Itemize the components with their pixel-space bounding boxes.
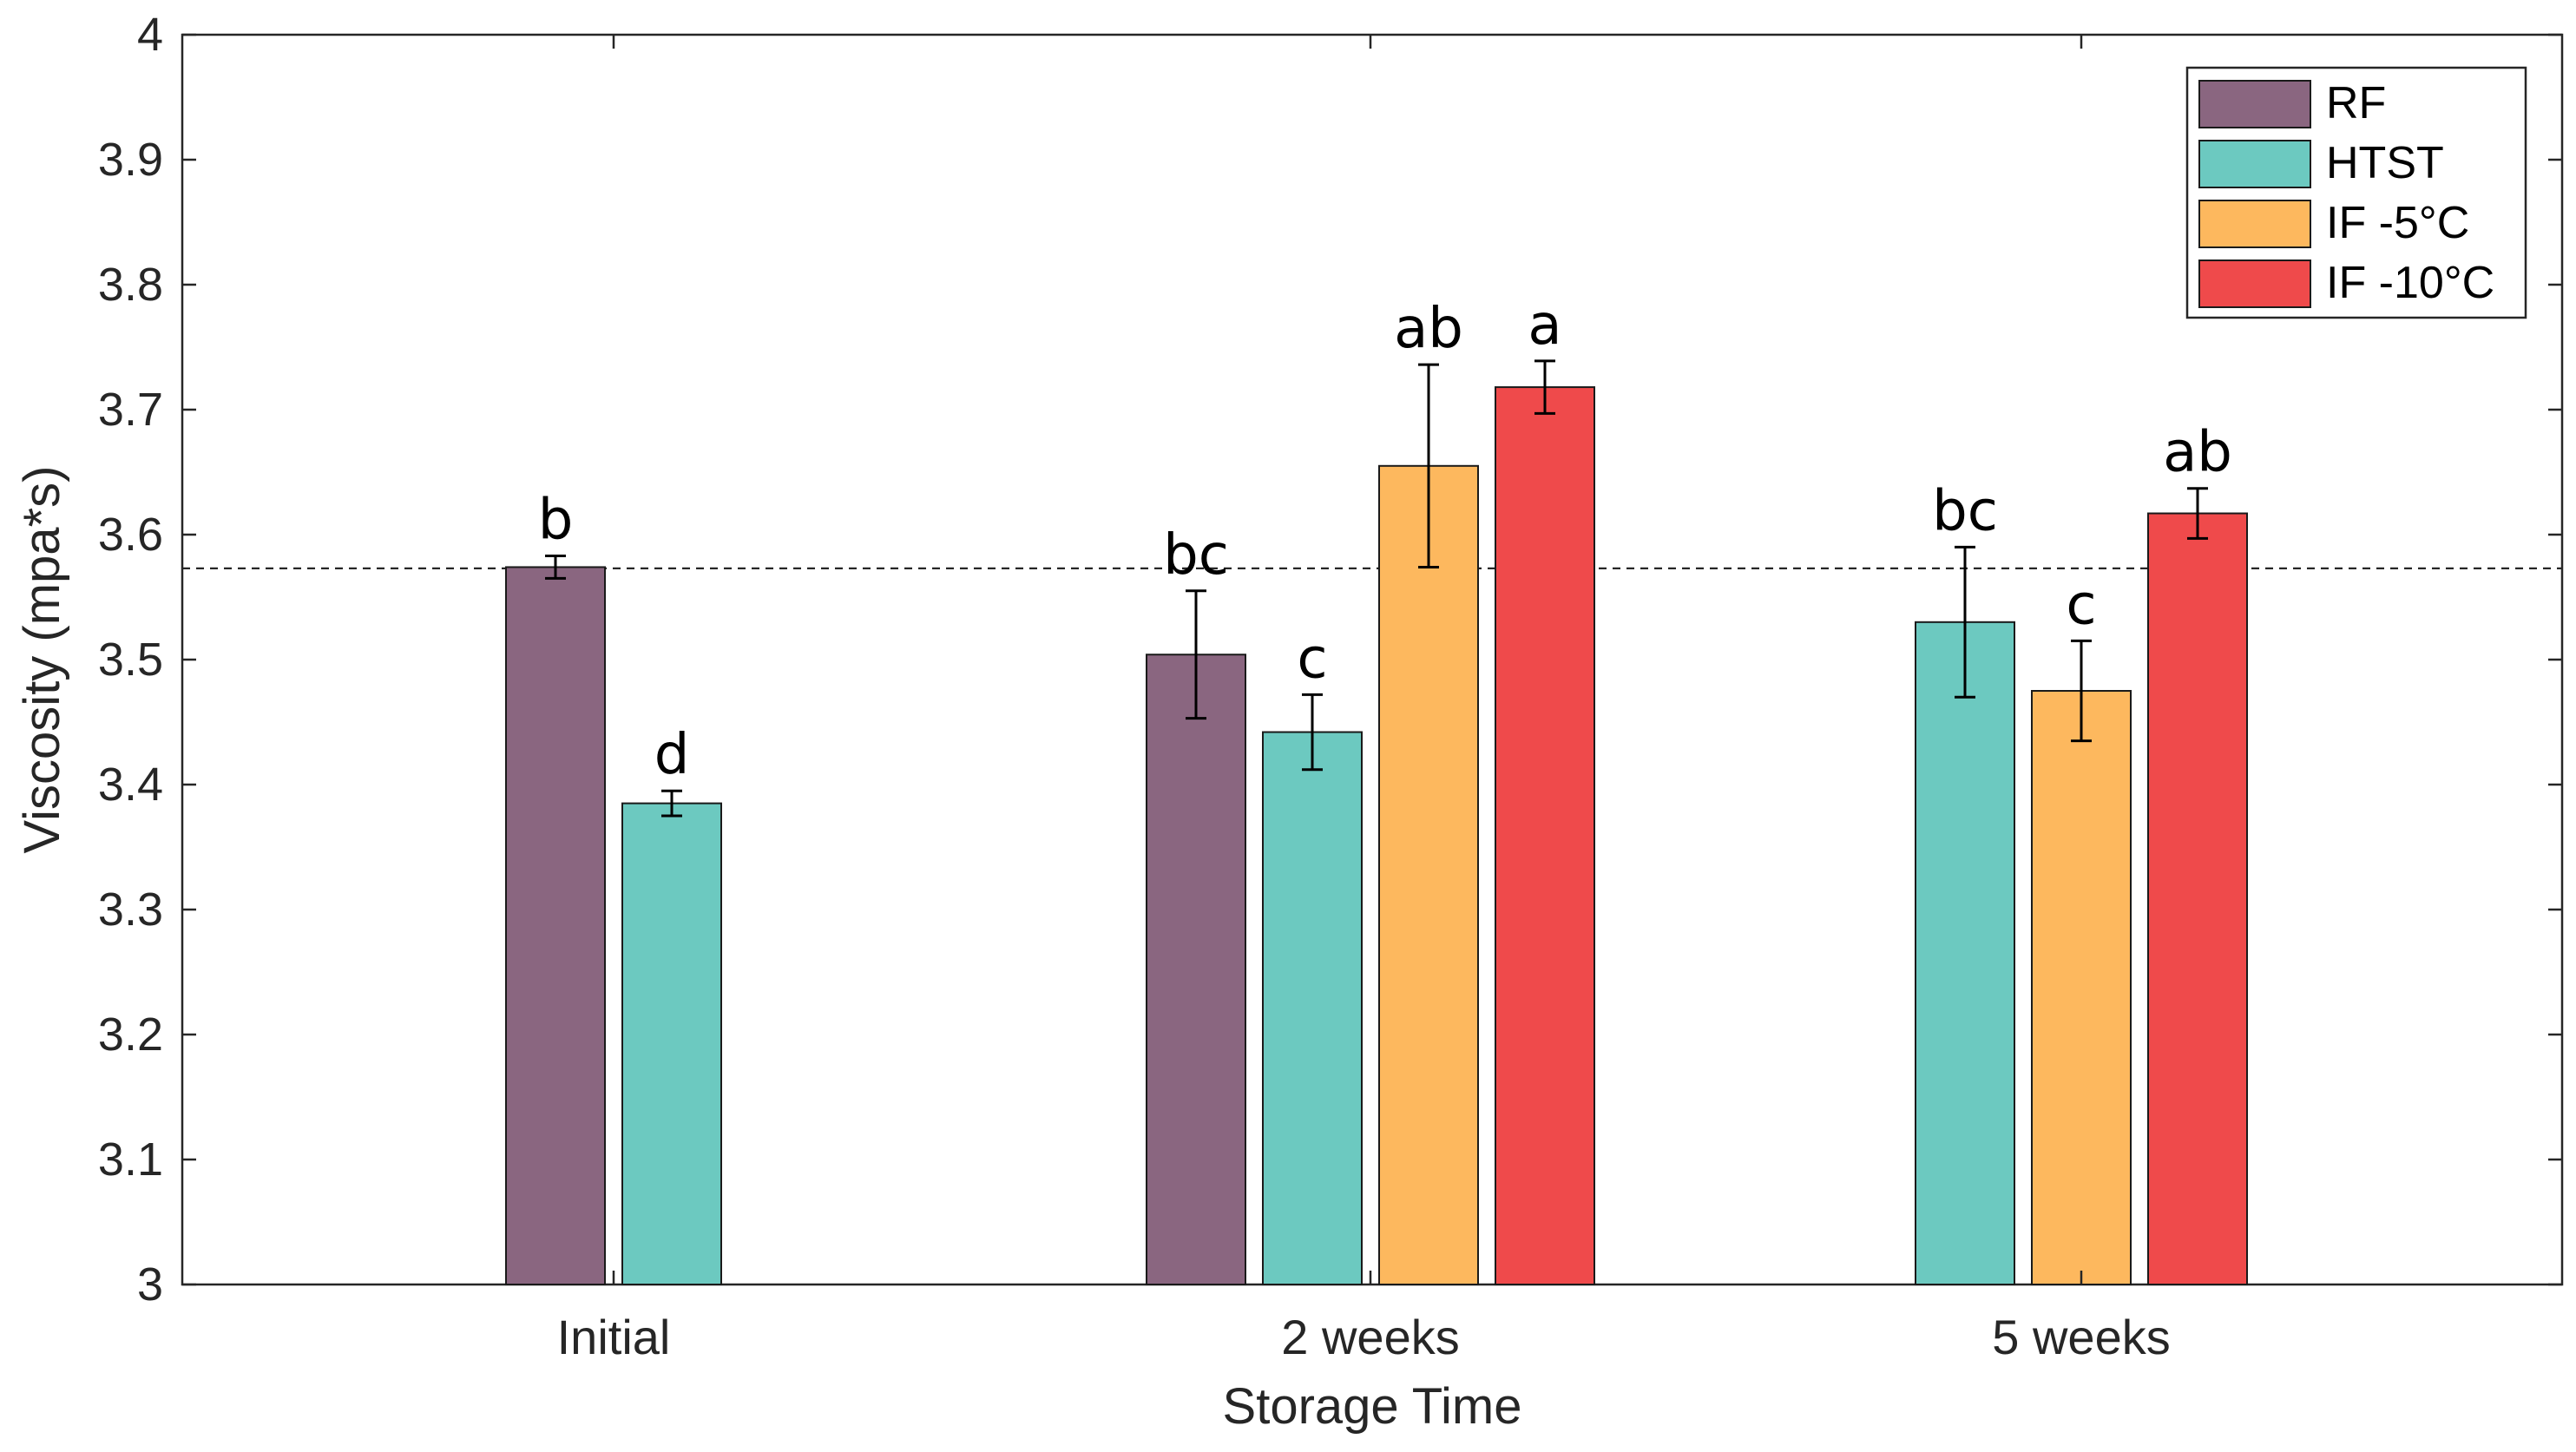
legend-label-if-5-c: IF -5°C [2326, 198, 2469, 248]
legend-swatch-rf [2198, 80, 2311, 128]
x-tick-label: Initial [557, 1310, 671, 1364]
bar-if-5-c-2-weeks [1378, 464, 1479, 1285]
bar-htst-2-weeks [1262, 731, 1363, 1285]
y-tick-label: 3 [137, 1258, 163, 1311]
y-axis-ticks: 3 3.1 3.2 3.3 3.4 3.5 3.6 3.7 3.8 3.9 4 [98, 9, 2562, 1311]
x-tick-label: 5 weeks [1992, 1310, 2170, 1364]
y-tick-label: 4 [137, 9, 163, 61]
significance-label-htst-2-weeks: c [1297, 627, 1327, 691]
error-bar-if-10-c-2-weeks [1534, 359, 1555, 415]
significance-label-if-5-c-2-weeks: ab [1394, 297, 1463, 361]
bar-if-10-c-5-weeks [2147, 512, 2248, 1285]
y-tick-label: 3.6 [98, 509, 163, 561]
error-bar-if-5-c-5-weeks [2071, 639, 2092, 743]
bars-layer [505, 386, 2248, 1286]
bar-if-5-c-5-weeks [2031, 690, 2132, 1285]
significance-label-if-10-c-5-weeks: ab [2163, 421, 2232, 485]
x-tick-label: 2 weeks [1281, 1310, 1459, 1364]
legend-swatch-if-10-c [2198, 260, 2311, 308]
significance-label-rf-2-weeks: bc [1163, 523, 1229, 588]
error-bar-if-5-c-2-weeks [1418, 363, 1439, 568]
error-bars-layer [545, 359, 2208, 818]
legend-swatch-htst [2198, 140, 2311, 188]
legend: RF HTST IF -5°C IF -10°C [2185, 66, 2527, 319]
error-bar-rf-2-weeks [1186, 589, 1206, 720]
significance-label-htst-initial: d [654, 723, 690, 787]
bar-rf-2-weeks [1146, 654, 1246, 1285]
bar-if-10-c-2-weeks [1495, 386, 1595, 1286]
legend-items: RF HTST IF -5°C IF -10°C [2198, 78, 2494, 308]
significance-labels-layer: b d bc c ab a bc c ab [538, 293, 2232, 787]
y-tick-label: 3.2 [98, 1009, 163, 1061]
error-bar-if-10-c-5-weeks [2187, 487, 2208, 540]
y-tick-label: 3.4 [98, 759, 163, 811]
legend-swatch-if-5-c [2198, 200, 2311, 248]
legend-label-htst: HTST [2326, 138, 2444, 188]
x-axis-title: Storage Time [1223, 1378, 1522, 1435]
bar-htst-initial [621, 802, 722, 1285]
y-axis-title: Viscosity (mpa*s) [14, 466, 70, 854]
bar-htst-5-weeks [1915, 621, 2015, 1285]
error-bar-rf-initial [545, 554, 566, 580]
significance-label-if-5-c-5-weeks: c [2066, 573, 2096, 637]
y-tick-label: 3.8 [98, 259, 163, 311]
x-axis-ticks: Initial 2 weeks 5 weeks [557, 35, 2171, 1364]
error-bar-htst-initial [661, 789, 682, 818]
y-tick-label: 3.5 [98, 634, 163, 686]
significance-label-if-10-c-2-weeks: a [1528, 293, 1561, 358]
y-tick-label: 3.7 [98, 384, 163, 436]
bar-rf-initial [505, 566, 606, 1285]
significance-label-htst-5-weeks: bc [1932, 479, 1998, 543]
error-bar-htst-2-weeks [1302, 693, 1323, 772]
y-tick-label: 3.3 [98, 884, 163, 936]
legend-label-if-10-c: IF -10°C [2326, 258, 2494, 308]
legend-label-rf: RF [2326, 78, 2386, 128]
y-tick-label: 3.1 [98, 1133, 163, 1186]
significance-label-rf-initial: b [538, 488, 574, 552]
y-tick-label: 3.9 [98, 134, 163, 186]
error-bar-htst-5-weeks [1955, 545, 1975, 699]
